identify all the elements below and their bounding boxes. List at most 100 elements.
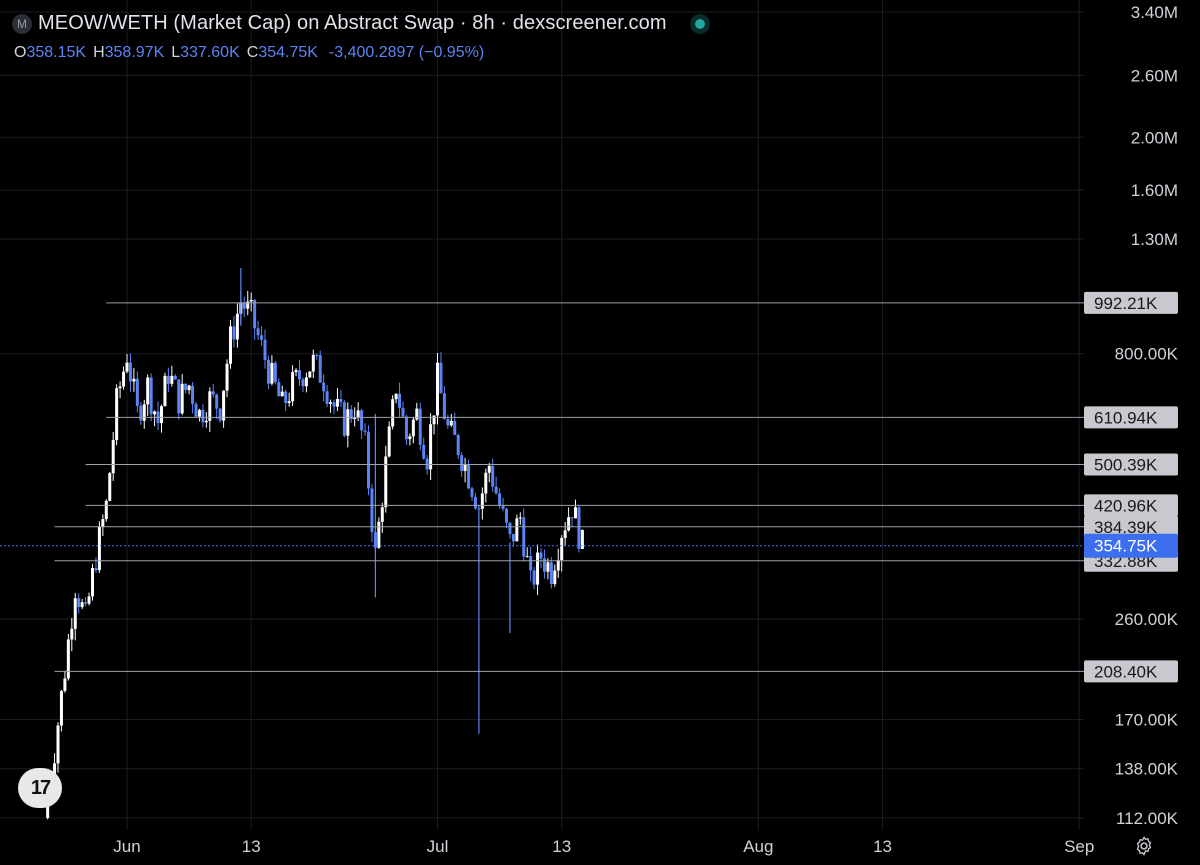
candle-body <box>491 465 495 487</box>
candle-body <box>522 517 526 557</box>
candle-body <box>315 354 319 356</box>
candle-body <box>128 362 132 382</box>
candle-body <box>73 598 77 629</box>
candle-body <box>94 568 98 571</box>
candle-body <box>208 391 212 421</box>
candle-body <box>387 426 391 457</box>
candle-body <box>473 496 477 509</box>
candle-body <box>77 598 81 608</box>
y-tick-label: 2.60M <box>1131 66 1178 85</box>
candle-body <box>577 507 581 549</box>
candle-body <box>353 417 357 419</box>
candle-body <box>204 420 208 423</box>
candle-body <box>339 399 343 403</box>
candle-body <box>356 410 360 418</box>
level-tag <box>1084 660 1178 683</box>
candle-body <box>398 393 402 408</box>
candle-body <box>222 390 226 421</box>
candle-body <box>70 628 74 640</box>
candle-body <box>301 379 305 387</box>
candle-body <box>567 517 571 531</box>
candle-body <box>574 507 577 519</box>
candle-body <box>415 408 419 420</box>
candle-body <box>132 378 136 382</box>
candle-body <box>256 328 260 336</box>
y-tick-label: 260.00K <box>1115 610 1179 629</box>
candle-body <box>270 362 274 384</box>
candle-body <box>532 570 536 585</box>
candle-body <box>115 388 119 441</box>
candle-body <box>470 488 474 497</box>
y-tick-label: 800.00K <box>1115 345 1179 364</box>
candle-body <box>194 403 198 417</box>
candle-body <box>97 526 101 571</box>
level-tag <box>1084 494 1178 517</box>
candle-body <box>184 383 188 391</box>
candle-body <box>180 383 184 414</box>
candle-body <box>322 382 326 392</box>
candle-body <box>453 420 457 435</box>
candle-body <box>291 372 295 402</box>
x-tick-label: 13 <box>552 837 571 856</box>
candle-body <box>442 393 446 419</box>
level-tag <box>1084 291 1178 314</box>
candle-body <box>384 456 388 508</box>
x-tick-label: Jun <box>113 837 140 856</box>
candle-body <box>260 335 264 340</box>
candle-body <box>142 404 146 421</box>
candle-body <box>349 409 353 419</box>
candle-body <box>346 409 350 436</box>
candle-body <box>215 394 219 409</box>
candle-body <box>287 401 291 404</box>
candle-body <box>277 382 281 397</box>
candle-body <box>404 416 408 440</box>
candle-body <box>163 375 167 407</box>
y-tick-label: 1.30M <box>1131 230 1178 249</box>
candle-body <box>422 444 426 459</box>
level-label: 208.40K <box>1094 662 1158 681</box>
candle-body <box>515 518 519 542</box>
candle-body <box>153 411 157 415</box>
x-tick-label: Aug <box>743 837 773 856</box>
candle-body <box>536 552 540 585</box>
candle-body <box>273 362 277 383</box>
level-tag <box>1084 453 1178 476</box>
candle-body <box>284 391 288 404</box>
tradingview-logo[interactable]: 17 <box>18 768 62 808</box>
candle-body <box>211 391 215 395</box>
candle-body <box>467 463 471 489</box>
candle-body <box>367 431 370 489</box>
y-tick-label: 3.40M <box>1131 3 1178 22</box>
candle-body <box>380 507 384 522</box>
candle-body <box>411 419 415 437</box>
candle-body <box>505 508 508 523</box>
candle-body <box>325 391 329 404</box>
chart-title: MEOW/WETH (Market Cap) on Abstract Swap … <box>38 12 667 34</box>
candle-body <box>418 408 422 445</box>
candle-body <box>446 418 450 426</box>
level-label: 420.96K <box>1094 496 1158 515</box>
level-label: 500.39K <box>1094 456 1158 475</box>
candle-body <box>304 377 308 387</box>
candle-body <box>480 493 484 509</box>
candle-body <box>294 370 298 373</box>
candle-body <box>377 521 381 548</box>
candle-body <box>460 455 464 471</box>
candle-body <box>160 406 163 424</box>
candle-body <box>249 299 253 302</box>
candle-body <box>146 377 150 405</box>
candle-body <box>360 410 364 431</box>
candle-body <box>266 359 270 384</box>
y-tick-label: 138.00K <box>1115 760 1179 779</box>
current-price-label: 354.75K <box>1094 537 1158 556</box>
candle-body <box>332 402 336 407</box>
candle-body <box>432 415 436 425</box>
candle-body <box>263 339 267 360</box>
gear-icon[interactable] <box>1133 835 1155 857</box>
candle-body <box>570 517 574 519</box>
x-tick-label: Jul <box>427 837 449 856</box>
candle-body <box>84 602 88 604</box>
candle-body <box>436 362 439 416</box>
candle-body <box>135 378 139 406</box>
